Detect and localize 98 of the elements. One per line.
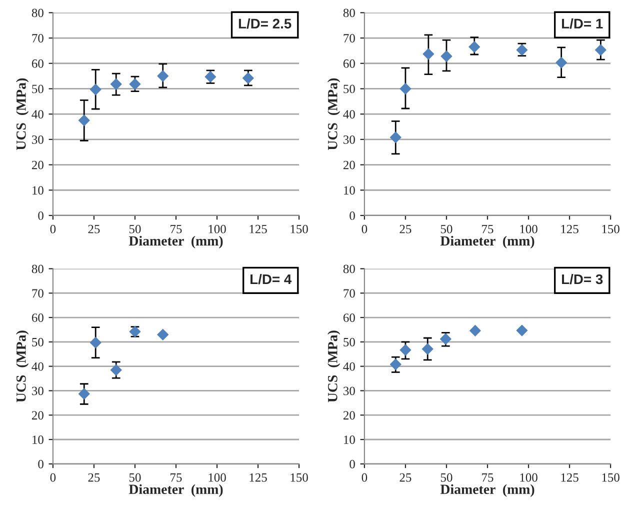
chart-title: L/D= 2.5 bbox=[238, 18, 292, 29]
y-tick-label: 70 bbox=[32, 289, 44, 298]
chart-title: L/D= 4 bbox=[250, 274, 292, 284]
y-axis-title: UCS (MPa) bbox=[16, 330, 29, 402]
point bbox=[468, 41, 480, 53]
point bbox=[129, 78, 141, 90]
y-tick-label: 80 bbox=[343, 8, 355, 18]
x-tick-label: 0 bbox=[362, 224, 368, 234]
point bbox=[157, 328, 169, 340]
x-tick-label: 0 bbox=[362, 473, 368, 482]
point bbox=[390, 358, 402, 370]
point bbox=[594, 44, 606, 56]
y-tick-label: 80 bbox=[32, 8, 44, 18]
y-tick-label: 10 bbox=[344, 186, 355, 195]
y-tick-label: 80 bbox=[32, 264, 44, 274]
x-tick-label: 125 bbox=[561, 473, 578, 482]
y-tick-label: 0 bbox=[38, 212, 44, 220]
y-tick-label: 30 bbox=[344, 386, 355, 396]
y-tick-label: 80 bbox=[343, 264, 355, 274]
x-tick-label: 50 bbox=[129, 473, 141, 482]
point bbox=[78, 388, 90, 400]
y-tick-label: 40 bbox=[32, 110, 44, 119]
point bbox=[400, 82, 412, 94]
x-tick-label: 0 bbox=[50, 473, 56, 482]
point bbox=[390, 132, 402, 144]
x-tick-label: 75 bbox=[170, 224, 182, 234]
y-axis-title: UCS (MPa) bbox=[328, 78, 340, 150]
x-tick-label: 150 bbox=[290, 224, 308, 234]
y-axis-title: UCS (MPa) bbox=[328, 330, 340, 402]
point bbox=[400, 344, 412, 356]
y-tick-label: 70 bbox=[344, 34, 355, 42]
x-axis-title: Diameter (mm) bbox=[128, 484, 223, 497]
x-tick-label: 25 bbox=[400, 224, 412, 234]
x-tick-label: 50 bbox=[440, 224, 452, 234]
y-tick-label: 0 bbox=[350, 460, 355, 468]
y-tick-label: 30 bbox=[32, 135, 44, 144]
y-axis-title: UCS (MPa) bbox=[16, 78, 29, 150]
y-tick-label: 50 bbox=[344, 84, 355, 94]
y-tick-label: 10 bbox=[344, 436, 355, 444]
y-tick-label: 50 bbox=[32, 338, 44, 346]
y-tick-label: 60 bbox=[32, 314, 44, 322]
point bbox=[469, 324, 481, 336]
point bbox=[422, 48, 434, 60]
y-tick-label: 30 bbox=[344, 135, 355, 144]
y-tick-label: 40 bbox=[343, 110, 355, 119]
x-axis-title: Diameter (mm) bbox=[440, 484, 534, 497]
y-tick-label: 70 bbox=[32, 34, 44, 42]
x-tick-label: 125 bbox=[250, 224, 267, 234]
x-tick-label: 100 bbox=[520, 224, 538, 234]
point bbox=[242, 72, 254, 84]
x-axis-title: Diameter (mm) bbox=[440, 236, 534, 248]
point bbox=[157, 70, 169, 82]
point bbox=[90, 336, 102, 348]
y-tick-label: 60 bbox=[32, 59, 44, 68]
y-tick-label: 20 bbox=[343, 160, 355, 170]
point bbox=[90, 84, 102, 96]
y-tick-label: 30 bbox=[32, 386, 44, 396]
point bbox=[556, 56, 568, 68]
x-tick-label: 150 bbox=[290, 473, 308, 482]
y-tick-label: 60 bbox=[343, 59, 355, 68]
x-tick-label: 75 bbox=[170, 473, 182, 482]
x-tick-label: 125 bbox=[561, 224, 578, 234]
point bbox=[78, 114, 90, 126]
x-tick-label: 150 bbox=[602, 473, 620, 482]
y-tick-label: 40 bbox=[32, 362, 44, 371]
y-tick-label: 60 bbox=[343, 314, 355, 322]
x-tick-label: 75 bbox=[482, 473, 494, 482]
y-tick-label: 50 bbox=[344, 338, 355, 346]
y-tick-label: 10 bbox=[32, 186, 44, 195]
x-tick-label: 100 bbox=[520, 473, 538, 482]
y-tick-label: 0 bbox=[38, 460, 44, 468]
x-tick-label: 100 bbox=[208, 473, 226, 482]
x-tick-label: 50 bbox=[440, 473, 452, 482]
x-tick-label: 0 bbox=[50, 224, 56, 234]
x-tick-label: 25 bbox=[400, 473, 412, 482]
y-tick-label: 20 bbox=[32, 411, 44, 420]
point bbox=[422, 343, 434, 355]
x-axis-title: Diameter (mm) bbox=[128, 236, 223, 248]
y-tick-label: 40 bbox=[343, 362, 355, 371]
chart-title: L/D= 1 bbox=[562, 18, 603, 29]
y-tick-label: 20 bbox=[343, 411, 355, 420]
x-tick-label: 50 bbox=[129, 224, 141, 234]
x-tick-label: 100 bbox=[208, 224, 226, 234]
y-tick-label: 0 bbox=[350, 212, 355, 220]
point bbox=[110, 364, 122, 376]
x-tick-label: 150 bbox=[602, 224, 620, 234]
chart-title: L/D= 3 bbox=[562, 274, 603, 284]
point bbox=[440, 50, 452, 62]
x-tick-label: 75 bbox=[482, 224, 494, 234]
x-tick-label: 25 bbox=[88, 224, 100, 234]
x-tick-label: 125 bbox=[250, 473, 267, 482]
y-tick-label: 10 bbox=[32, 436, 44, 444]
y-tick-label: 50 bbox=[32, 84, 44, 94]
x-tick-label: 25 bbox=[88, 473, 100, 482]
y-tick-label: 20 bbox=[32, 160, 44, 170]
point bbox=[516, 324, 528, 336]
y-tick-label: 70 bbox=[344, 289, 355, 298]
point bbox=[110, 78, 122, 90]
